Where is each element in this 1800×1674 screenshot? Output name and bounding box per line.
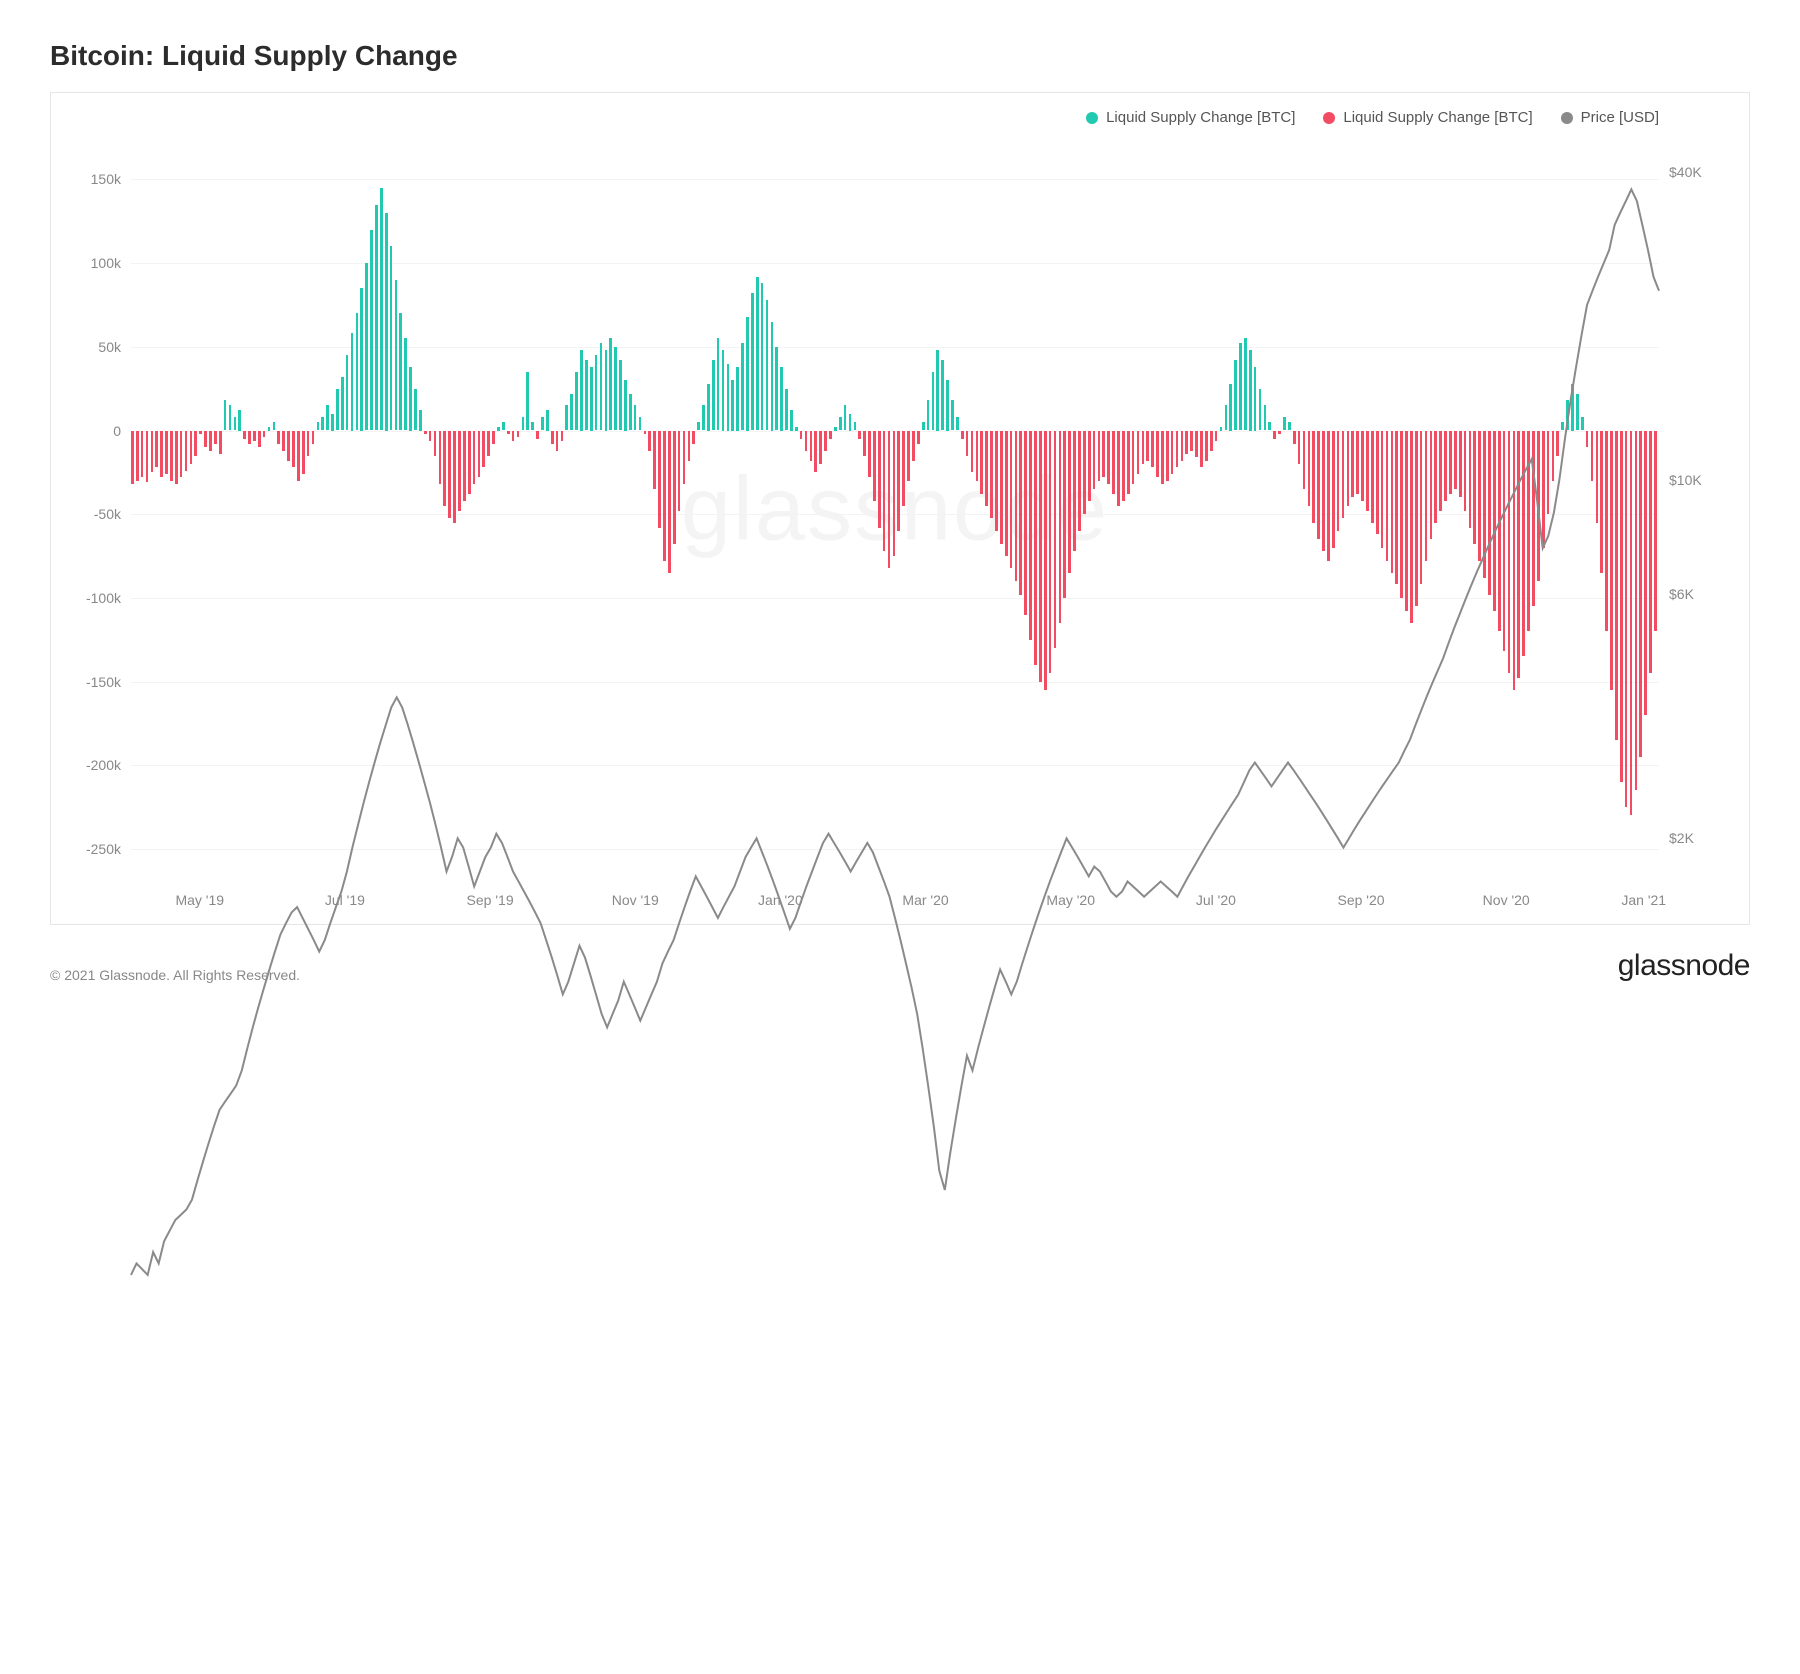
- legend-swatch: [1086, 112, 1098, 124]
- chart-container: Liquid Supply Change [BTC] Liquid Supply …: [50, 92, 1750, 925]
- legend-item: Price [USD]: [1561, 109, 1659, 126]
- y-left-tick-label: 150k: [61, 171, 121, 187]
- price-path: [131, 189, 1659, 1274]
- y-left-tick-label: 100k: [61, 255, 121, 271]
- y-right-tick-label: $6K: [1669, 586, 1739, 602]
- y-left-tick-label: -200k: [61, 757, 121, 773]
- y-left-tick-label: -100k: [61, 590, 121, 606]
- y-left-tick-label: 50k: [61, 339, 121, 355]
- y-left-tick-label: -150k: [61, 674, 121, 690]
- legend-label: Price [USD]: [1581, 109, 1659, 126]
- y-right-tick-label: $40K: [1669, 164, 1739, 180]
- legend-item: Liquid Supply Change [BTC]: [1086, 109, 1295, 126]
- legend: Liquid Supply Change [BTC] Liquid Supply …: [131, 109, 1659, 126]
- chart-title: Bitcoin: Liquid Supply Change: [50, 40, 1750, 72]
- legend-item: Liquid Supply Change [BTC]: [1323, 109, 1532, 126]
- legend-label: Liquid Supply Change [BTC]: [1106, 109, 1295, 126]
- y-right-tick-label: $10K: [1669, 472, 1739, 488]
- legend-swatch: [1561, 112, 1573, 124]
- y-left-tick-label: -50k: [61, 506, 121, 522]
- y-left-tick-label: 0: [61, 423, 121, 439]
- legend-swatch: [1323, 112, 1335, 124]
- plot-area: glassnode 150k100k50k0-50k-100k-150k-200…: [131, 146, 1659, 874]
- y-right-tick-label: $2K: [1669, 830, 1739, 846]
- legend-label: Liquid Supply Change [BTC]: [1343, 109, 1532, 126]
- price-line: [131, 146, 1659, 1674]
- y-left-tick-label: -250k: [61, 841, 121, 857]
